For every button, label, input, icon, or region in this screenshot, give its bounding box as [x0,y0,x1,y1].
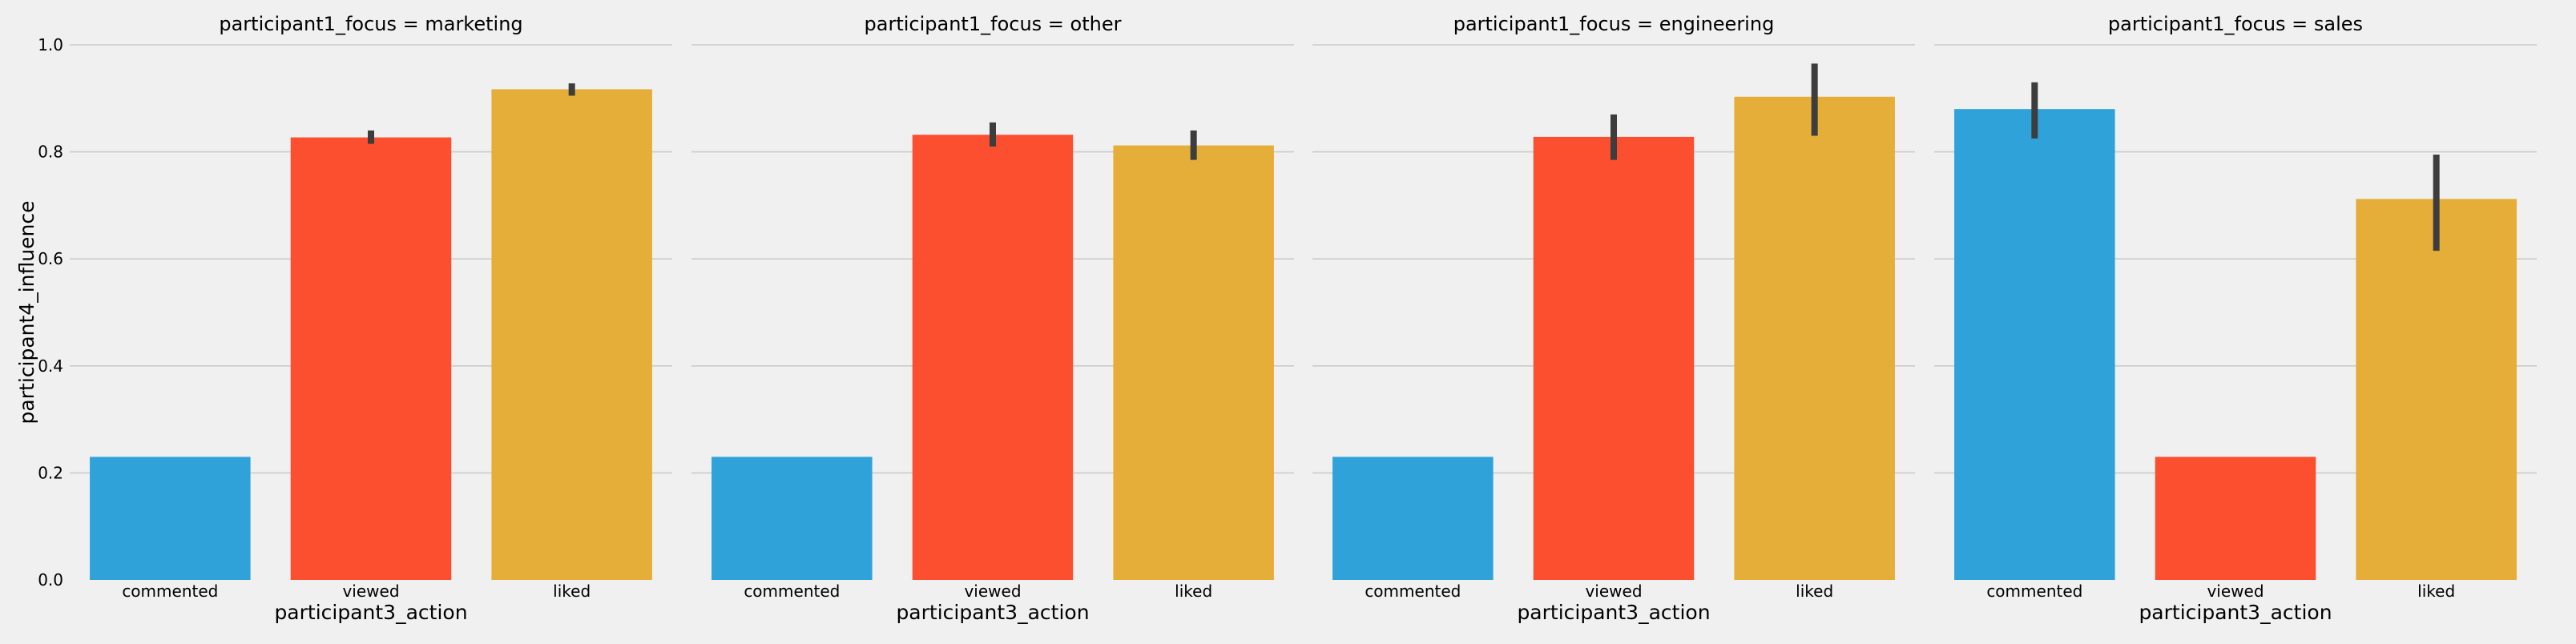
x-tick-label: viewed [1585,582,1642,601]
x-tick-label: commented [1986,582,2082,601]
y-tick-label: 0.8 [38,143,63,162]
facet-title: participant1_focus = marketing [219,13,522,35]
x-tick-label: commented [1365,582,1461,601]
bar-engineering-viewed [1533,136,1695,580]
facet-title: participant1_focus = engineering [1453,13,1775,35]
x-tick-label: liked [553,582,591,601]
y-axis-label: participant4_influence [15,201,38,425]
x-tick-label: viewed [964,582,1021,601]
bar-marketing-liked [491,89,652,581]
bar-sales-liked [2356,199,2517,580]
bar-engineering-commented [1332,457,1494,580]
x-tick-label: viewed [2207,582,2264,601]
x-tick-label: liked [1175,582,1212,601]
bar-other-commented [712,457,873,580]
bar-engineering-liked [1734,96,1895,580]
bar-other-liked [1113,145,1274,581]
x-axis-label: participant3_action [274,601,467,624]
facet-title: participant1_focus = other [865,13,1122,35]
y-tick-label: 0.6 [38,249,63,268]
bar-marketing-commented [90,457,251,580]
bar-sales-viewed [2155,457,2316,580]
y-tick-label: 1.0 [38,35,63,54]
x-tick-label: commented [122,582,218,601]
x-tick-label: liked [1796,582,1833,601]
bar-other-viewed [912,135,1074,580]
x-axis-label: participant3_action [1517,601,1710,624]
x-tick-label: commented [744,582,840,601]
facet-title: participant1_focus = sales [2108,13,2363,35]
y-tick-label: 0.0 [38,570,63,590]
x-axis-label: participant3_action [896,601,1089,624]
y-tick-label: 0.2 [38,463,63,482]
bar-sales-commented [1954,109,2115,580]
x-tick-label: liked [2417,582,2455,601]
x-axis-label: participant3_action [2139,601,2332,624]
bar-marketing-viewed [290,137,452,581]
x-tick-label: viewed [342,582,399,601]
y-tick-label: 0.4 [38,356,63,376]
